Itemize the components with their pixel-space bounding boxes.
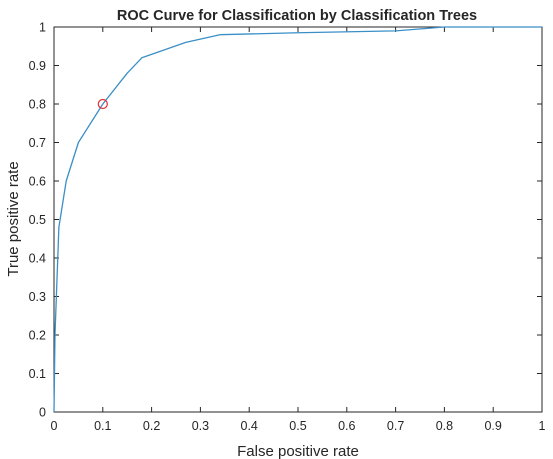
x-tick-label: 0.8: [436, 419, 453, 433]
operating-point-marker: [97, 98, 108, 110]
y-tick-label: 0.8: [29, 98, 46, 112]
y-tick-label: 0.7: [29, 136, 46, 150]
y-axis-label: True positive rate: [5, 161, 22, 276]
watermark-text: 拓端数据部落: [462, 428, 540, 443]
y-tick-label: 0.2: [29, 329, 46, 343]
y-tick-label: 1: [39, 21, 46, 35]
y-tick-label: 0.3: [29, 290, 46, 304]
data-markers: [97, 98, 108, 110]
plot-area: [53, 26, 543, 413]
chart-title: ROC Curve for Classification by Classifi…: [117, 8, 477, 24]
x-tick-label: 1: [539, 419, 546, 433]
axis-ticks: 0 0.1 0.2 0.3 0.4 0.5 0.6 0.7 0.8 0.9 1 0 0.1 0.2 0.3 0…: [29, 21, 546, 434]
x-tick-label: 0.5: [289, 419, 306, 433]
x-tick-label: 0.4: [241, 419, 258, 433]
x-tick-label: 0.2: [143, 419, 160, 433]
x-tick-label: 0.3: [192, 419, 209, 433]
y-tick-label: 0: [39, 406, 46, 420]
y-tick-label: 0.9: [29, 59, 46, 73]
x-tick-label: 0.7: [387, 419, 404, 433]
data-series: [53, 26, 542, 413]
x-tick-label: 0.1: [94, 419, 111, 433]
x-tick-label: 0.9: [485, 419, 502, 433]
x-tick-label: 0.6: [338, 419, 355, 433]
y-tick-label: 0.5: [29, 213, 46, 227]
x-tick-label: 0: [51, 419, 58, 433]
roc-curve-line: [53, 26, 542, 413]
x-axis-label: False positive rate: [237, 443, 359, 459]
y-tick-label: 0.1: [29, 367, 46, 381]
y-tick-label: 0.6: [29, 175, 46, 189]
y-tick-label: 0.4: [29, 252, 46, 266]
